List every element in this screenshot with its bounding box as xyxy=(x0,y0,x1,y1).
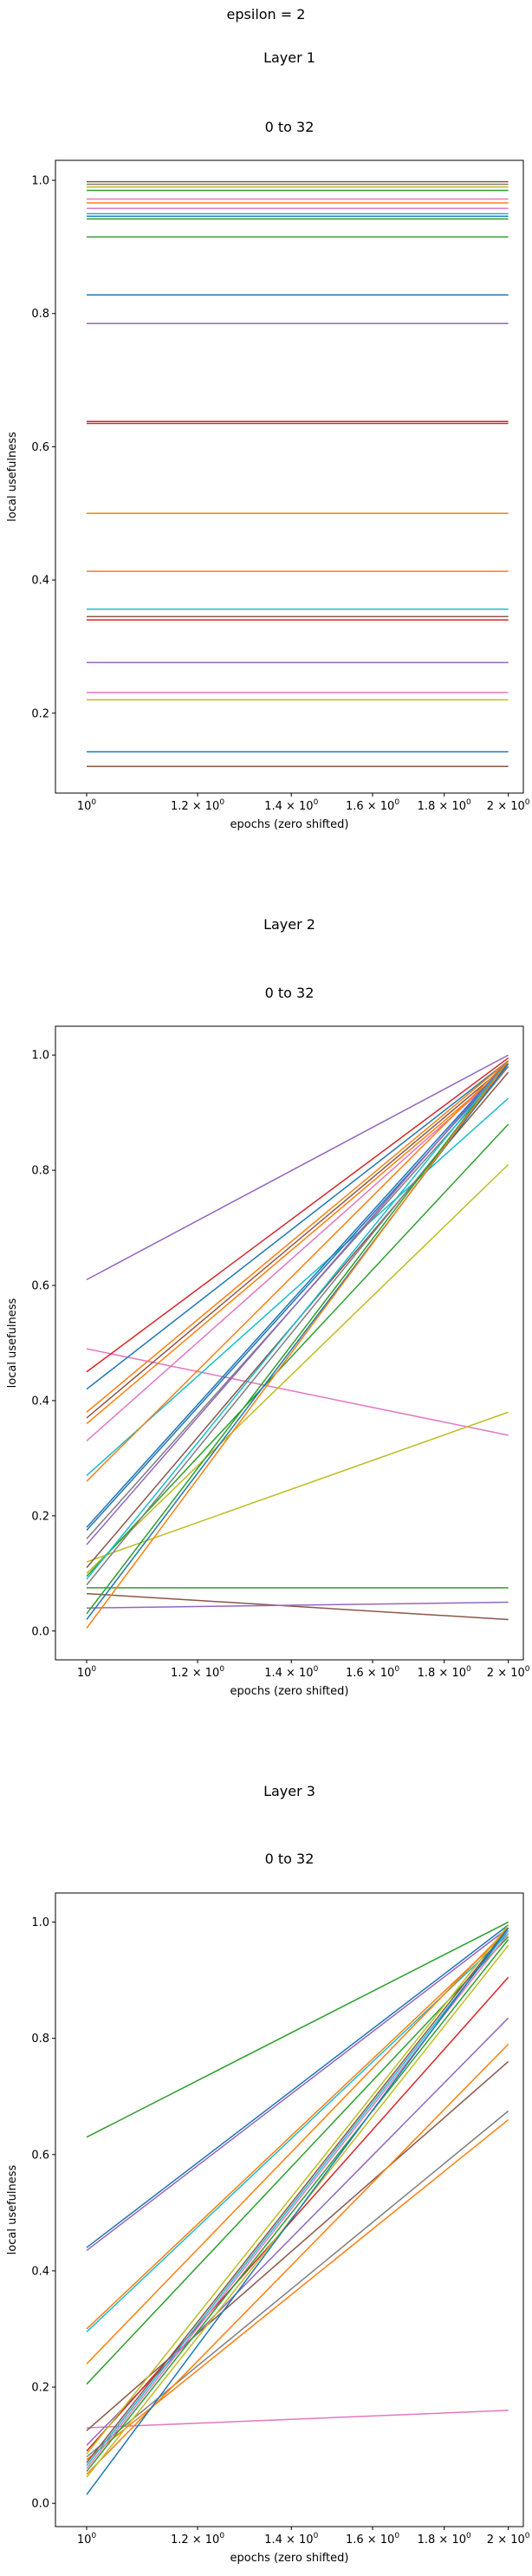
series-line-4 xyxy=(86,1060,509,1390)
x-tick-label: 1.6 × 100 xyxy=(346,798,399,813)
series-line-17 xyxy=(86,1163,509,1574)
y-tick-label: 1.0 xyxy=(31,1916,49,1929)
series-line-24 xyxy=(86,1060,509,1615)
x-tick-label: 2 × 100 xyxy=(487,1665,530,1680)
series-line-21 xyxy=(86,1927,509,2495)
series-line-19 xyxy=(86,1060,509,1580)
chart-panel-2: Layer 2 0 to 32 0.0 0.2 0.4 0.6 0.8 1.0 100 1.2 ×… xyxy=(6,916,530,1698)
series-line-14 xyxy=(86,1060,509,1545)
series-line-6 xyxy=(86,1927,509,2365)
section-title: Layer 3 xyxy=(263,1783,315,1799)
y-tick-label: 0.6 xyxy=(31,1280,49,1293)
y-tick-label: 0.2 xyxy=(31,2382,49,2395)
y-tick-label: 0.4 xyxy=(31,1395,49,1408)
series-line-8 xyxy=(86,2410,509,2429)
series-lines xyxy=(87,180,509,768)
x-tick-label: 100 xyxy=(77,2532,97,2547)
series-line-3 xyxy=(86,1057,509,1373)
plot-frame xyxy=(55,159,524,794)
section-title: Layer 1 xyxy=(263,49,315,66)
y-tick-label: 0.8 xyxy=(31,1165,49,1178)
series-line-25 xyxy=(86,1063,509,1620)
series-line-15 xyxy=(86,1927,509,2463)
x-tick-label: 1.8 × 100 xyxy=(418,1665,471,1680)
series-line-22 xyxy=(86,1592,509,1621)
series-line-11 xyxy=(86,1976,509,2452)
y-tick-label: 0.8 xyxy=(31,308,49,321)
series-line-2 xyxy=(86,1348,509,1436)
series-line-7 xyxy=(86,1935,509,2385)
x-tick-label: 2 × 100 xyxy=(487,798,530,813)
series-line-9 xyxy=(86,2060,509,2431)
y-tick-label: 0.8 xyxy=(31,2033,49,2046)
x-tick-label: 1.8 × 100 xyxy=(418,798,471,813)
section-title: Layer 2 xyxy=(263,916,315,933)
y-axis-label: local usefulness xyxy=(6,432,19,522)
series-line-15 xyxy=(86,1411,509,1563)
series-line-12 xyxy=(86,1924,509,2455)
x-tick-label: 1.4 × 100 xyxy=(264,798,318,813)
series-line-10 xyxy=(86,1060,509,1482)
series-line-1 xyxy=(86,1054,509,1281)
y-tick-label: 0.6 xyxy=(31,2149,49,2162)
chart-title: 0 to 32 xyxy=(265,1851,315,1867)
series-line-9 xyxy=(86,1097,509,1476)
plot-frame xyxy=(55,1025,524,1661)
y-tick-label: 0.4 xyxy=(31,575,49,588)
x-axis-label: epochs (zero shifted) xyxy=(230,818,349,831)
x-tick-label: 100 xyxy=(77,798,97,813)
x-tick-label: 1.2 × 100 xyxy=(171,798,224,813)
series-line-19 xyxy=(86,2043,509,2475)
x-tick-label: 1.2 × 100 xyxy=(171,2532,224,2547)
x-tick-label: 1.4 × 100 xyxy=(264,1665,318,1680)
series-line-6 xyxy=(86,1063,509,1419)
x-axis-label: epochs (zero shifted) xyxy=(230,2552,349,2565)
series-line-2 xyxy=(86,1924,509,2248)
series-line-18 xyxy=(86,1123,509,1577)
x-tick-label: 1.2 × 100 xyxy=(171,1665,224,1680)
y-axis-label: local usefulness xyxy=(6,2164,19,2254)
y-tick-label: 1.0 xyxy=(31,1050,49,1063)
series-line-18 xyxy=(86,1939,509,2472)
y-tick-label: 1.0 xyxy=(31,175,49,188)
series-line-11 xyxy=(86,1060,509,1528)
series-line-23 xyxy=(86,1601,509,1609)
figure-suptitle: epsilon = 2 xyxy=(227,6,306,23)
x-tick-label: 1.4 × 100 xyxy=(264,2532,318,2547)
y-tick-label: 0.2 xyxy=(31,1510,49,1523)
y-tick-label: 0.2 xyxy=(31,707,49,720)
plot-frame xyxy=(55,1892,524,2527)
series-line-4 xyxy=(86,1930,509,2330)
chart-panel-1: Layer 1 0 to 32 0.2 0.4 0.6 0.8 1.0 100 1.2 × 10… xyxy=(6,49,530,831)
series-line-3 xyxy=(86,1927,509,2252)
x-tick-label: 1.6 × 100 xyxy=(346,1665,399,1680)
y-tick-label: 0.4 xyxy=(31,2265,49,2278)
series-line-26 xyxy=(86,1060,509,1629)
y-axis-label: local usefulness xyxy=(6,1298,19,1388)
series-line-13 xyxy=(86,2110,509,2458)
series-line-1 xyxy=(86,1921,509,2138)
x-tick-label: 1.8 × 100 xyxy=(418,2532,471,2547)
series-line-16 xyxy=(86,1930,509,2467)
series-line-10 xyxy=(86,2017,509,2446)
series-line-5 xyxy=(86,1060,509,1413)
chart-panel-3: Layer 3 0 to 32 0.0 0.2 0.4 0.6 0.8 1.0 100 1.2 ×… xyxy=(6,1783,530,2565)
y-tick-label: 0.6 xyxy=(31,441,49,454)
chart-title: 0 to 32 xyxy=(265,985,315,1001)
chart-title: 0 to 32 xyxy=(265,119,315,135)
series-line-8 xyxy=(86,1065,509,1442)
series-lines xyxy=(86,1054,509,1629)
series-line-7 xyxy=(86,1065,509,1425)
x-tick-label: 100 xyxy=(77,1665,97,1680)
x-tick-label: 2 × 100 xyxy=(487,2532,530,2547)
x-axis-label: epochs (zero shifted) xyxy=(230,1685,349,1698)
y-tick-label: 0.0 xyxy=(31,2498,49,2511)
y-tick-label: 0.0 xyxy=(31,1625,49,1638)
x-tick-label: 1.6 × 100 xyxy=(346,2532,399,2547)
series-lines xyxy=(86,1921,509,2495)
